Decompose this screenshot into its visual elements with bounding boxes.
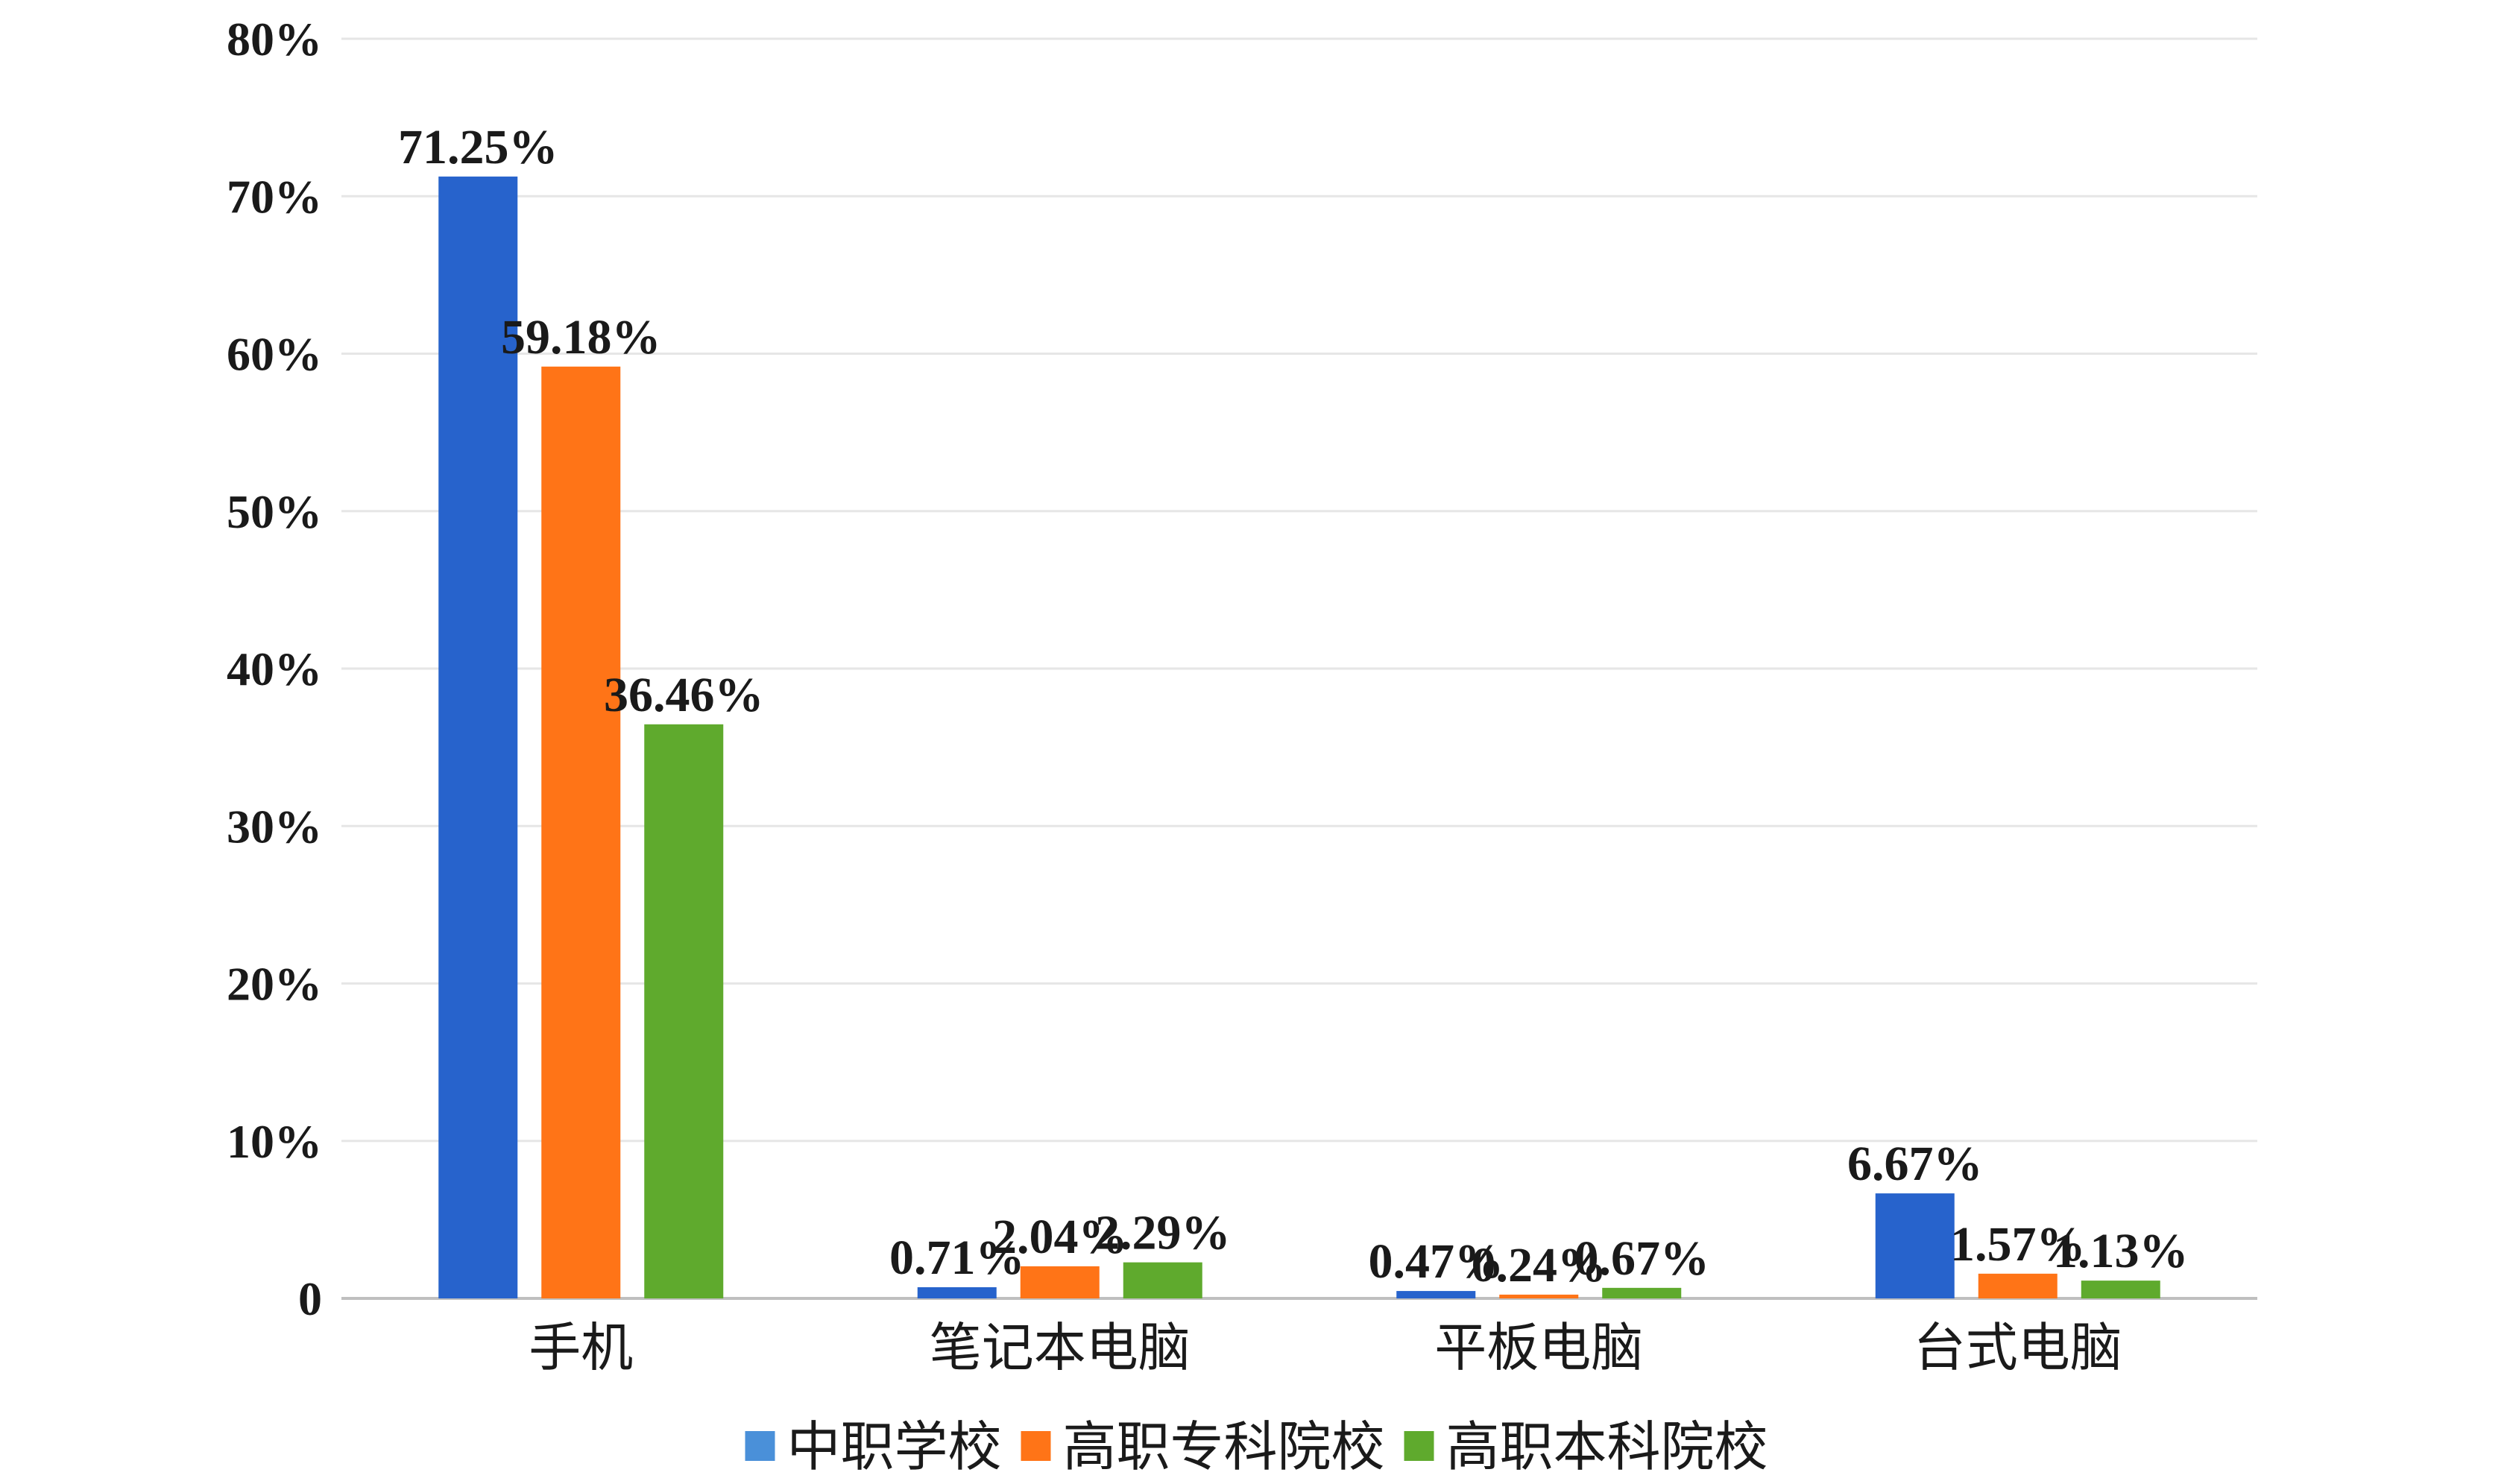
data-label: 1.57% — [1950, 1217, 2086, 1272]
y-tick-label: 10% — [227, 1115, 322, 1168]
legend-item: 中职学校 — [745, 1418, 1002, 1477]
data-label: 2.04% — [992, 1210, 1128, 1264]
y-tick-label: 20% — [227, 958, 322, 1011]
bar — [1396, 1291, 1476, 1298]
bar — [644, 724, 724, 1298]
data-label: 71.25% — [398, 120, 558, 174]
data-label: 36.46% — [604, 668, 764, 722]
legend-swatch — [1404, 1431, 1434, 1461]
bar — [1123, 1262, 1202, 1298]
bar — [1875, 1193, 1955, 1298]
x-category-label: 平板电脑 — [1434, 1320, 1643, 1377]
x-category-label: 手机 — [529, 1320, 633, 1377]
y-tick-label: 70% — [227, 170, 322, 223]
y-tick-label: 40% — [227, 642, 322, 695]
legend-item: 高职本科院校 — [1404, 1418, 1768, 1477]
x-axis-category-labels: 手机 笔记本电脑 平板电脑 台式电脑 — [529, 1320, 2122, 1377]
bars — [438, 176, 2160, 1298]
data-label: 0.47% — [1369, 1234, 1504, 1289]
legend-swatch — [1021, 1431, 1051, 1461]
y-tick-label: 60% — [227, 328, 322, 381]
y-tick-label: 30% — [227, 800, 322, 853]
bar — [1020, 1266, 1100, 1298]
bar — [917, 1287, 997, 1298]
data-label: 0.71% — [889, 1231, 1025, 1285]
data-label: 59.18% — [501, 310, 661, 364]
data-label: 1.13% — [2053, 1224, 2189, 1278]
data-label: 0.24% — [1472, 1238, 1607, 1292]
legend-item: 高职专科院校 — [1021, 1418, 1385, 1477]
data-label: 2.29% — [1095, 1206, 1231, 1260]
y-axis-tick-labels: 0 10% 20% 30% 40% 50% 60% 70% 80% — [227, 13, 322, 1325]
bar — [2081, 1281, 2160, 1298]
data-label: 6.67% — [1847, 1137, 1983, 1191]
bar — [1499, 1294, 1579, 1298]
data-label: 0.67% — [1574, 1231, 1710, 1286]
x-category-label: 台式电脑 — [1914, 1320, 2122, 1377]
legend-label: 高职本科院校 — [1446, 1418, 1768, 1477]
legend-label: 中职学校 — [787, 1418, 1002, 1477]
bar — [438, 176, 518, 1298]
bar — [1978, 1273, 2058, 1298]
data-labels: 71.25%59.18%36.46%0.71%2.04%2.29%0.47%0.… — [398, 120, 2189, 1292]
x-category-label: 笔记本电脑 — [930, 1320, 1191, 1377]
y-tick-label: 0 — [298, 1272, 322, 1325]
y-tick-label: 50% — [227, 485, 322, 538]
bar — [1602, 1287, 1682, 1298]
legend-label: 高职专科院校 — [1063, 1418, 1385, 1477]
legend: 中职学校 高职专科院校 高职本科院校 — [745, 1418, 1768, 1477]
bar — [541, 366, 621, 1298]
y-tick-label: 80% — [227, 13, 322, 66]
legend-swatch — [745, 1431, 775, 1461]
